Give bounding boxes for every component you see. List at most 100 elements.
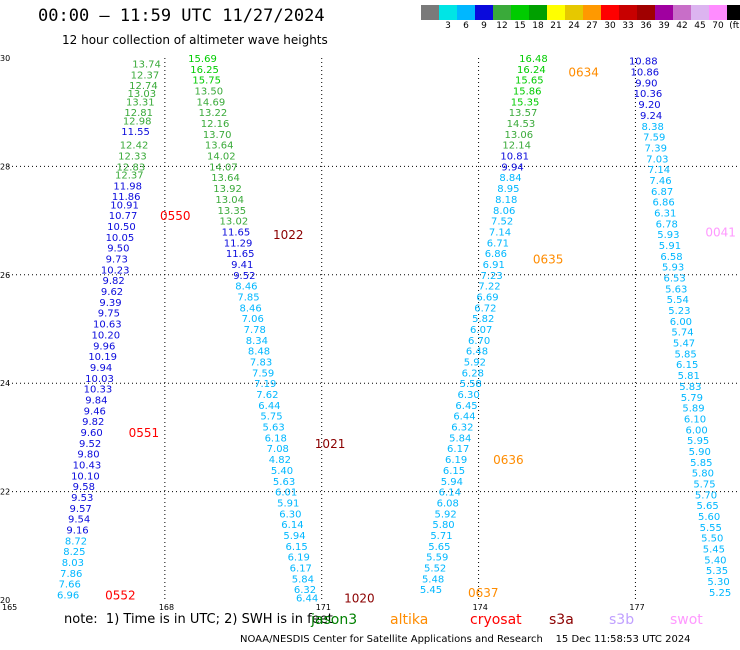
- color-swatch: [709, 5, 727, 20]
- wave-height-value: 9.53: [71, 493, 93, 504]
- wave-height-value: 5.91: [659, 241, 681, 252]
- wave-height-value: 10.19: [88, 352, 117, 363]
- wave-height-value: 10.81: [500, 152, 529, 163]
- wave-height-value: 5.55: [700, 523, 722, 534]
- wave-height-value: 9.73: [106, 255, 128, 266]
- wave-height-value: 10.03: [85, 374, 114, 385]
- wave-height-value: 9.60: [81, 428, 103, 439]
- wave-height-value: 16.24: [517, 65, 546, 76]
- wave-height-value: 12.37: [115, 171, 144, 182]
- wave-height-value: 9.82: [82, 417, 104, 428]
- wave-height-value: 5.80: [432, 520, 454, 531]
- wave-height-value: 15.65: [515, 76, 544, 87]
- color-swatch: [475, 5, 493, 20]
- wave-height-value: 6.44: [453, 412, 475, 423]
- wave-height-value: 6.32: [294, 585, 316, 596]
- wave-height-value: 5.71: [430, 531, 452, 542]
- wave-height-value: 11.65: [222, 227, 251, 238]
- wave-height-value: 9.90: [635, 78, 657, 89]
- wave-height-value: 15.69: [188, 54, 217, 65]
- wave-height-value: 5.65: [428, 542, 450, 553]
- wave-height-value: 6.58: [660, 252, 682, 263]
- x-tick-label: 177: [629, 603, 644, 612]
- y-tick-label: 28: [0, 162, 10, 171]
- wave-height-value: 6.86: [653, 198, 675, 209]
- wave-height-value: 7.66: [59, 580, 81, 591]
- color-swatch: [583, 5, 601, 20]
- color-scale-bar: [421, 5, 740, 20]
- wave-height-value: 9.41: [231, 260, 253, 271]
- color-swatch: [529, 5, 547, 20]
- color-scale-label: 9: [481, 21, 487, 31]
- wave-height-value: 5.35: [706, 566, 728, 577]
- wave-height-value: 6.08: [437, 498, 459, 509]
- wave-height-value: 5.30: [707, 577, 729, 588]
- color-swatch: [601, 5, 619, 20]
- wave-height-value: 4.82: [269, 455, 291, 466]
- wave-height-value: 10.20: [91, 330, 120, 341]
- satellite-legend-cryosat: cryosat: [470, 612, 522, 628]
- y-tick-label: 30: [0, 54, 10, 63]
- y-tick-label: 26: [0, 271, 10, 280]
- color-swatch: [421, 5, 439, 20]
- wave-height-value: 6.00: [670, 317, 692, 328]
- wave-height-value: 9.75: [98, 309, 120, 320]
- wave-height-value: 9.94: [90, 363, 112, 374]
- wave-height-value: 6.48: [466, 347, 488, 358]
- wave-height-value: 5.81: [678, 371, 700, 382]
- color-scale-label: 39: [658, 21, 670, 31]
- wave-height-value: 8.95: [497, 184, 519, 195]
- wave-height-value: 8.46: [235, 282, 257, 293]
- wave-height-value: 6.15: [676, 360, 698, 371]
- pass-time-label: 0551: [129, 426, 160, 440]
- wave-height-value: 12.14: [502, 141, 531, 152]
- pass-time-label: 0634: [568, 66, 599, 80]
- wave-height-value: 11.29: [224, 238, 253, 249]
- wave-height-value: 9.94: [501, 162, 523, 173]
- satellite-legend-jason3: jason3: [311, 612, 358, 628]
- wave-height-value: 13.64: [205, 141, 234, 152]
- wave-height-value: 13.04: [215, 195, 244, 206]
- wave-height-value: 9.52: [79, 439, 101, 450]
- color-scale-label: 30: [604, 21, 616, 31]
- wave-height-value: 14.53: [507, 119, 536, 130]
- wave-height-value: 10.36: [634, 89, 663, 100]
- chart-title: 00:00 – 11:59 UTC 11/27/2024: [38, 6, 325, 26]
- wave-height-value: 5.92: [434, 509, 456, 520]
- wave-height-value: 6.28: [462, 368, 484, 379]
- wave-height-value: 7.06: [242, 314, 264, 325]
- wave-height-value: 13.64: [211, 173, 240, 184]
- satellite-legend-altika: altika: [390, 612, 429, 628]
- pass-time-label: 0552: [105, 589, 136, 603]
- x-tick-label: 174: [473, 603, 488, 612]
- wave-height-value: 5.90: [689, 447, 711, 458]
- wave-height-value: 7.83: [250, 358, 272, 369]
- wave-height-value: 7.46: [649, 176, 671, 187]
- wave-height-value: 10.05: [106, 233, 135, 244]
- wave-height-value: 6.17: [447, 444, 469, 455]
- wave-height-value: 6.15: [285, 542, 307, 553]
- wave-height-value: 5.63: [273, 477, 295, 488]
- wave-height-value: 8.18: [495, 195, 517, 206]
- satellite-legend-s3a: s3a: [549, 612, 574, 628]
- color-swatch: [511, 5, 529, 20]
- wave-height-value: 7.52: [491, 217, 513, 228]
- wave-height-value: 6.15: [443, 466, 465, 477]
- wave-height-value: 8.48: [248, 347, 270, 358]
- pass-time-label: 0041: [705, 225, 736, 239]
- wave-height-value: 6.14: [439, 488, 461, 499]
- wave-height-value: 7.22: [478, 282, 500, 293]
- wave-height-value: 5.84: [449, 433, 471, 444]
- wave-height-value: 9.62: [101, 287, 123, 298]
- wave-height-value: 9.82: [102, 276, 124, 287]
- wave-height-value: 9.80: [77, 450, 99, 461]
- wave-height-value: 5.94: [283, 531, 305, 542]
- wave-height-value: 7.23: [481, 271, 503, 282]
- wave-height-value: 5.58: [460, 379, 482, 390]
- pass-time-label: 0637: [468, 586, 499, 600]
- wave-height-value: 5.65: [696, 501, 718, 512]
- x-tick-label: 165: [2, 603, 17, 612]
- wave-height-value: 12.74: [129, 81, 158, 92]
- wave-height-value: 8.25: [63, 547, 85, 558]
- wave-height-value: 11.55: [121, 127, 150, 138]
